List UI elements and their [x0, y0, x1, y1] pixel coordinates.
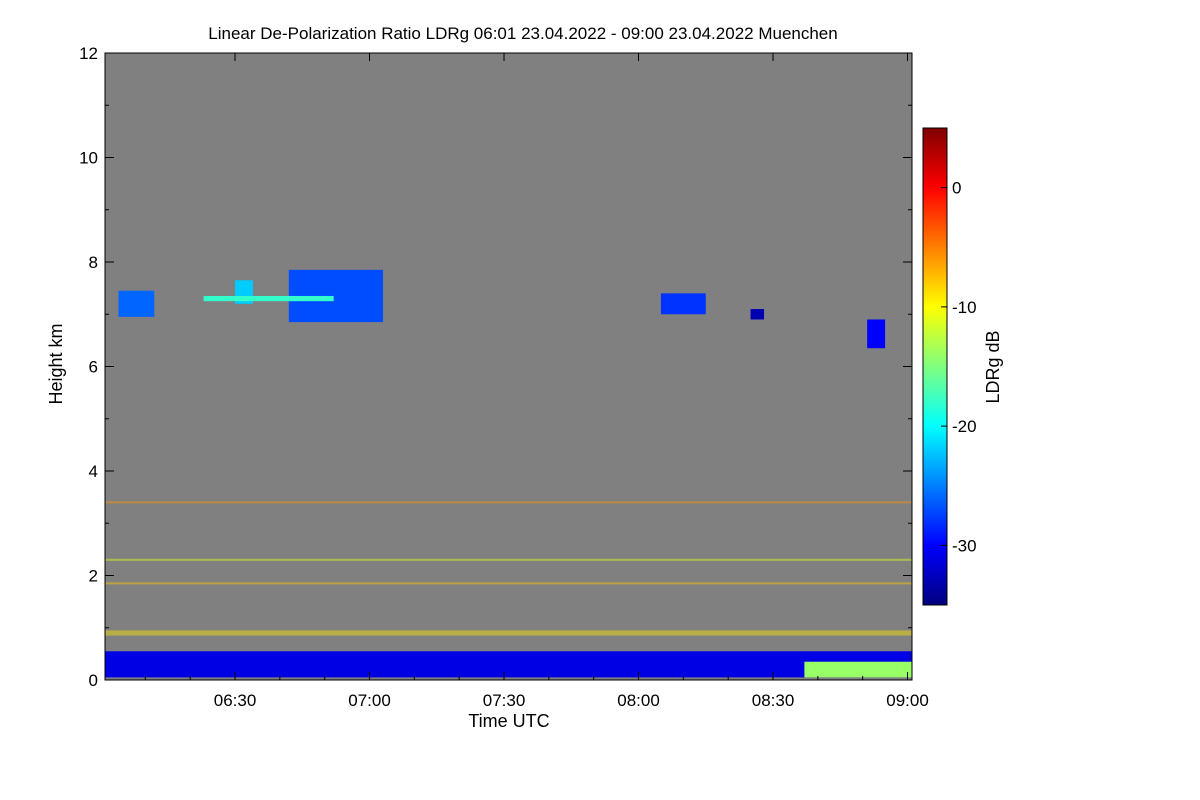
y-tick-label: 10 [79, 149, 98, 168]
feature-aerosol-streak-1.85km [105, 582, 912, 585]
colorbar-tick-label: -10 [952, 298, 977, 317]
ldr-features [105, 269, 912, 678]
y-tick-label: 4 [89, 462, 98, 481]
feature-boundary-layer [105, 651, 912, 678]
y-tick-label: 0 [89, 671, 98, 690]
y-tick-label: 2 [89, 567, 98, 586]
colorbar-tick-label: 0 [952, 179, 961, 198]
x-tick-label: 08:30 [752, 691, 795, 710]
colorbar-ticks: 0 -10 -20 -30 [941, 179, 977, 555]
y-tick-label: 6 [89, 358, 98, 377]
feature-aerosol-streak-3.4km [105, 501, 912, 504]
colorbar-label: LDRg dB [983, 330, 1003, 403]
x-tick-label: 07:00 [348, 691, 391, 710]
y-tick-label: 12 [79, 44, 98, 63]
feature-cirrus-layer-3 [660, 293, 706, 315]
x-axis: 06:30 07:00 07:30 08:00 08:30 09:00 [144, 53, 929, 710]
y-tick-label: 8 [89, 253, 98, 272]
colorbar-tick-label: -30 [952, 536, 977, 555]
x-tick-label: 09:00 [886, 691, 929, 710]
x-tick-label: 07:30 [483, 691, 526, 710]
plot-background [105, 53, 912, 680]
x-tick-label: 06:30 [214, 691, 257, 710]
colorbar [922, 127, 948, 606]
feature-boundary-layer-mixed-end [804, 661, 912, 678]
feature-aerosol-streak-0.9km [105, 630, 912, 636]
x-axis-label: Time UTC [468, 711, 549, 731]
y-axis-label: Height km [46, 323, 66, 404]
feature-cirrus-layer-4 [750, 309, 765, 320]
feature-cirrus-thin-line [203, 295, 334, 302]
feature-cirrus-layer-5 [867, 319, 886, 349]
y-axis: 0 2 4 6 8 10 12 [79, 44, 912, 690]
chart-title: Linear De-Polarization Ratio LDRg 06:01 … [208, 24, 837, 43]
x-tick-label: 08:00 [617, 691, 660, 710]
colorbar-tick-label: -20 [952, 417, 977, 436]
feature-cirrus-layer-1 [118, 290, 155, 317]
feature-aerosol-streak-2.3km [105, 558, 912, 561]
